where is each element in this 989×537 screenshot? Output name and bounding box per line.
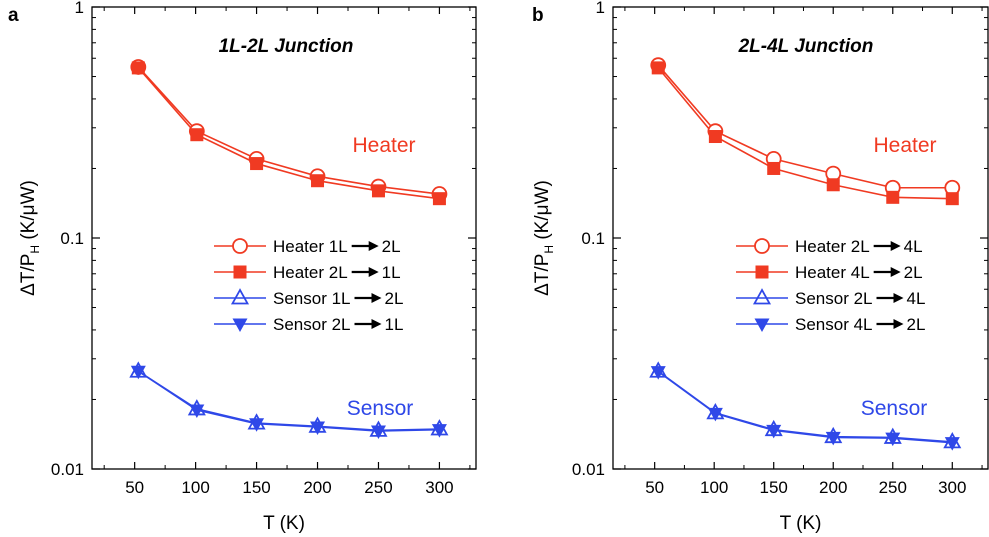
y-tick-label: 1 (75, 0, 84, 17)
series-line-0 (657, 64, 953, 189)
data-point-3 (249, 418, 265, 432)
series-line-3 (137, 370, 440, 432)
x-tick-label: 200 (303, 478, 331, 497)
data-point-1 (708, 130, 722, 144)
legend-arrow-head (890, 267, 901, 277)
legend-target: 4L (904, 237, 923, 256)
data-point-3 (431, 424, 447, 438)
data-point-1 (131, 61, 145, 75)
x-tick-label: 300 (425, 478, 453, 497)
panel-a: 50 100 150 200 250 300 0.01 0.1 1 T (K) ΔT/PH (K/μ… (8, 0, 477, 534)
data-point-1 (250, 157, 264, 171)
legend-arrow-head (890, 241, 901, 251)
y-tick-label: 0.1 (60, 229, 84, 248)
x-tick-label: 50 (125, 478, 144, 497)
x-axis-label: T (K) (780, 513, 822, 534)
x-tick-label: 150 (760, 478, 788, 497)
series-line-1 (657, 67, 953, 200)
data-point-1 (371, 184, 385, 198)
x-axis-label: T (K) (263, 513, 305, 534)
legend-marker (230, 288, 250, 305)
series-line-3 (657, 370, 953, 444)
x-tick-label: 50 (645, 478, 664, 497)
legend-label: Heater 4L (795, 263, 870, 282)
group-label-heater: Heater (873, 134, 936, 157)
legend-marker (232, 318, 248, 332)
legend-target: 2L (907, 315, 926, 334)
legend-marker (233, 265, 247, 279)
data-point-1 (886, 190, 900, 204)
legend-arrow-head (368, 241, 379, 251)
group-label-sensor: Sensor (347, 397, 414, 420)
legend-target: 2L (382, 237, 401, 256)
legend-label: Sensor 2L (273, 315, 351, 334)
legend-marker (754, 318, 770, 332)
legend-label: Sensor 2L (795, 289, 873, 308)
data-point-1 (826, 178, 840, 192)
data-point-3 (885, 432, 901, 447)
legend-marker (752, 288, 772, 305)
legend-arrow-head (371, 319, 382, 329)
data-point-3 (310, 421, 326, 435)
legend-label: Heater 2L (273, 263, 348, 282)
data-point-1 (767, 161, 781, 175)
legend-arrow-head (368, 267, 379, 277)
panel-title: 1L-2L Junction (219, 36, 354, 57)
legend-target: 1L (385, 315, 404, 334)
x-tick-label: 250 (364, 478, 392, 497)
y-tick-label: 0.1 (581, 229, 605, 248)
data-point-3 (650, 366, 666, 380)
data-point-3 (130, 365, 146, 380)
series-line-1 (137, 67, 440, 200)
series-line-0 (137, 66, 440, 195)
data-point-1 (190, 128, 204, 142)
data-point-3 (370, 425, 386, 440)
group-label-sensor: Sensor (861, 397, 928, 420)
data-point-1 (432, 192, 446, 206)
data-point-1 (651, 61, 665, 75)
legend-target: 1L (382, 263, 401, 282)
legend-label: Sensor 1L (273, 289, 351, 308)
legend-label: Heater 1L (273, 237, 348, 256)
x-tick-label: 200 (819, 478, 847, 497)
x-tick-label: 100 (700, 478, 728, 497)
y-tick-label: 0.01 (51, 460, 84, 479)
y-axis-label: ΔT/PH (K/μW) (532, 180, 556, 296)
legend-arrow-head (371, 293, 382, 303)
y-axis-label: ΔT/PH (K/μW) (18, 180, 42, 296)
x-tick-label: 150 (242, 478, 270, 497)
legend-label: Heater 2L (795, 237, 870, 256)
y-tick-label: 1 (596, 0, 605, 17)
panel-b: 50 100 150 200 250 300 0.01 0.1 1 T (K) ΔT/PH (K/μ… (532, 0, 989, 534)
group-label-heater: Heater (352, 134, 415, 157)
legend-arrow-head (893, 293, 904, 303)
panel-letter: a (8, 5, 19, 26)
data-point-3 (825, 431, 841, 446)
data-point-3 (189, 404, 205, 419)
legend-marker (755, 265, 769, 279)
legend-label: Sensor 4L (795, 315, 873, 334)
panel-title: 2L-4L Junction (738, 36, 874, 57)
data-point-3 (707, 407, 723, 422)
x-tick-label: 250 (879, 478, 907, 497)
data-point-3 (766, 424, 782, 439)
x-tick-label: 300 (938, 478, 966, 497)
legend-target: 4L (907, 289, 926, 308)
legend-marker (754, 238, 770, 254)
x-tick-label: 100 (181, 478, 209, 497)
legend-marker (232, 238, 248, 254)
data-point-1 (945, 192, 959, 206)
data-point-3 (944, 437, 960, 451)
legend-arrow-head (893, 319, 904, 329)
data-point-1 (311, 174, 325, 188)
y-tick-label: 0.01 (572, 460, 605, 479)
legend-target: 2L (904, 263, 923, 282)
legend-target: 2L (385, 289, 404, 308)
panel-letter: b (532, 5, 544, 26)
